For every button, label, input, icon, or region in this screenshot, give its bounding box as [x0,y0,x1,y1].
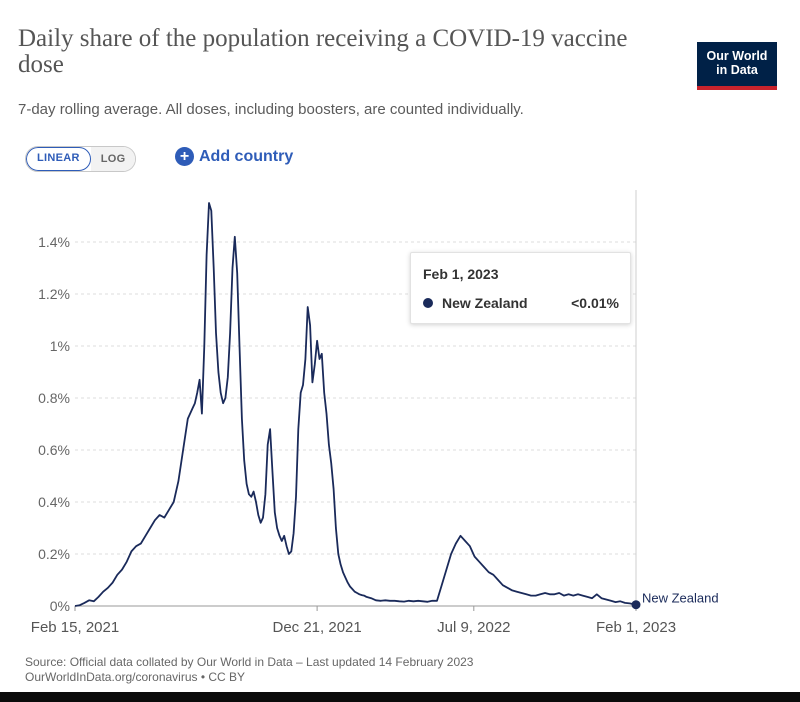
y-tick-label: 0.4% [38,494,70,510]
linear-scale-button[interactable]: LINEAR [26,147,91,171]
tooltip: Feb 1, 2023 New Zealand <0.01% [410,252,631,324]
y-tick-label: 0% [50,598,70,614]
y-axis: 0% 0.2% 0.4% 0.6% 0.8% 1% 1.2% 1.4% [38,234,70,614]
tooltip-value: <0.01% [571,295,619,311]
chart-subtitle: 7-day rolling average. All doses, includ… [18,101,524,118]
tooltip-date: Feb 1, 2023 [423,266,499,282]
y-tick-label: 0.6% [38,442,70,458]
tooltip-country: New Zealand [442,295,528,311]
x-tick-label: Jul 9, 2022 [437,619,510,636]
series-end-label: New Zealand [642,591,719,606]
add-country-button[interactable]: + Add country [175,147,293,166]
add-country-label: Add country [199,147,294,165]
bottom-bar [0,692,800,702]
source-note: Source: Official data collated by Our Wo… [25,655,473,685]
chart-card [8,18,798,694]
x-tick-label: Dec 21, 2021 [272,619,361,636]
y-tick-label: 0.8% [38,390,70,406]
logo-line-2: in Data [716,63,758,77]
y-tick-label: 1% [50,338,70,354]
y-tick-label: 1.4% [38,234,70,250]
tooltip-row: New Zealand <0.01% [423,295,619,311]
owid-logo[interactable]: Our World in Data [697,42,777,90]
logo-line-1: Our World [706,49,768,63]
grid-layer [75,241,636,607]
x-tick-label: Feb 15, 2021 [31,619,119,636]
series-dot-icon [423,298,433,308]
plus-circle-icon: + [175,147,194,166]
source-line-1[interactable]: Source: Official data collated by Our Wo… [25,655,474,669]
y-tick-label: 0.2% [38,546,70,562]
source-line-2[interactable]: OurWorldInData.org/coronavirus • CC BY [25,670,246,684]
x-tick-label: Feb 1, 2023 [596,619,676,636]
x-axis: Feb 15, 2021 Dec 21, 2021 Jul 9, 2022 Feb 1… [31,606,676,636]
y-tick-label: 1.2% [38,286,70,302]
scale-toggle: LINEAR LOG [25,146,137,172]
chart-title: Daily share of the population receiving … [18,25,628,78]
series-end-point[interactable] [631,600,641,610]
series-line-new-zealand[interactable] [74,202,637,607]
log-scale-button[interactable]: LOG [90,147,136,171]
